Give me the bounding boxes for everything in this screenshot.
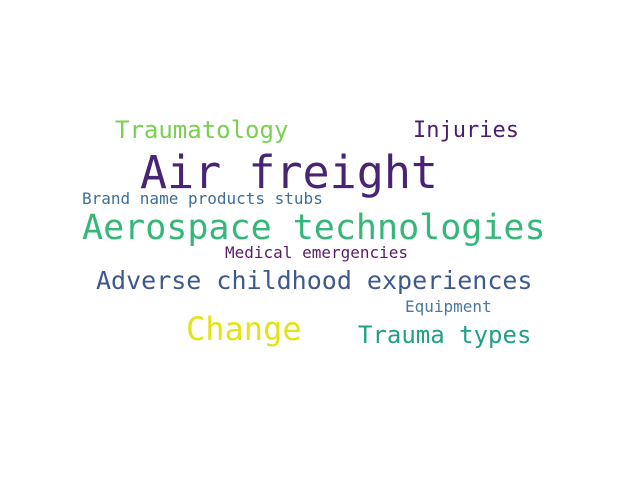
word-air-freight: Air freight <box>140 146 439 199</box>
word-medical-emergencies: Medical emergencies <box>225 243 409 262</box>
word-brand-name-products-stubs: Brand name products stubs <box>82 189 323 208</box>
word-injuries: Injuries <box>413 118 519 143</box>
word-change: Change <box>186 310 302 348</box>
word-adverse-childhood-experiences: Adverse childhood experiences <box>96 266 533 295</box>
word-traumatology: Traumatology <box>115 116 289 144</box>
word-equipment: Equipment <box>405 297 492 316</box>
word-aerospace-technologies: Aerospace technologies <box>82 208 546 248</box>
word-trauma-types: Trauma types <box>358 321 532 349</box>
